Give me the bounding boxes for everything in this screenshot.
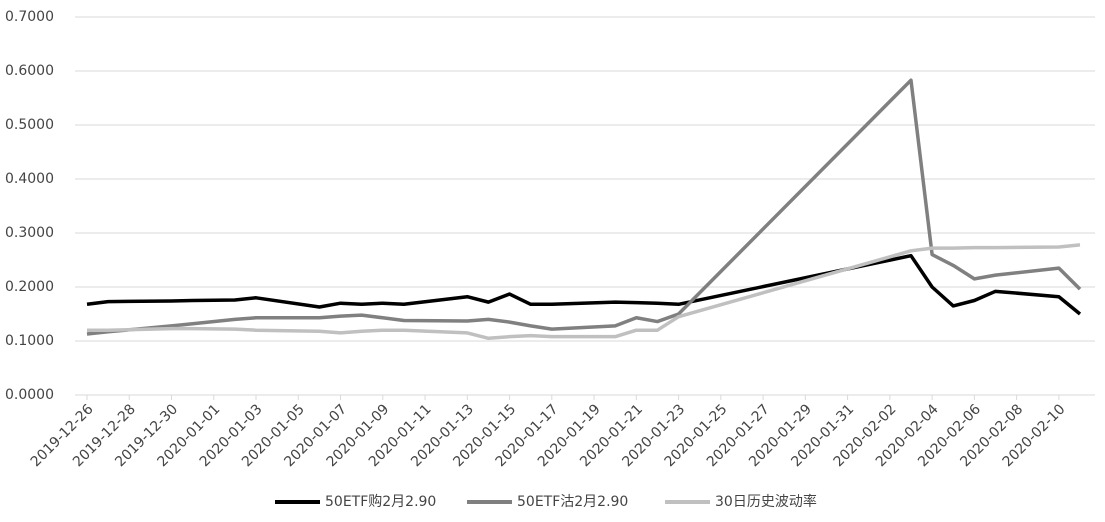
legend-label: 50ETF购2月2.90 [325, 494, 436, 510]
y-tick-label: 0.2000 [5, 279, 54, 295]
y-tick-label: 0.1000 [5, 333, 54, 349]
y-tick-label: 0.4000 [5, 171, 54, 187]
y-tick-label: 0.7000 [5, 9, 54, 25]
y-tick-label: 0.5000 [5, 117, 54, 133]
legend-label: 50ETF沽2月2.90 [517, 494, 628, 510]
series-line [86, 78, 1082, 336]
series-line [86, 253, 1082, 316]
y-tick-label: 0.0000 [5, 387, 54, 403]
y-tick-label: 0.6000 [5, 63, 54, 79]
series-line [87, 243, 1081, 341]
legend-label: 30日历史波动率 [715, 493, 817, 510]
y-tick-label: 0.3000 [5, 225, 54, 241]
